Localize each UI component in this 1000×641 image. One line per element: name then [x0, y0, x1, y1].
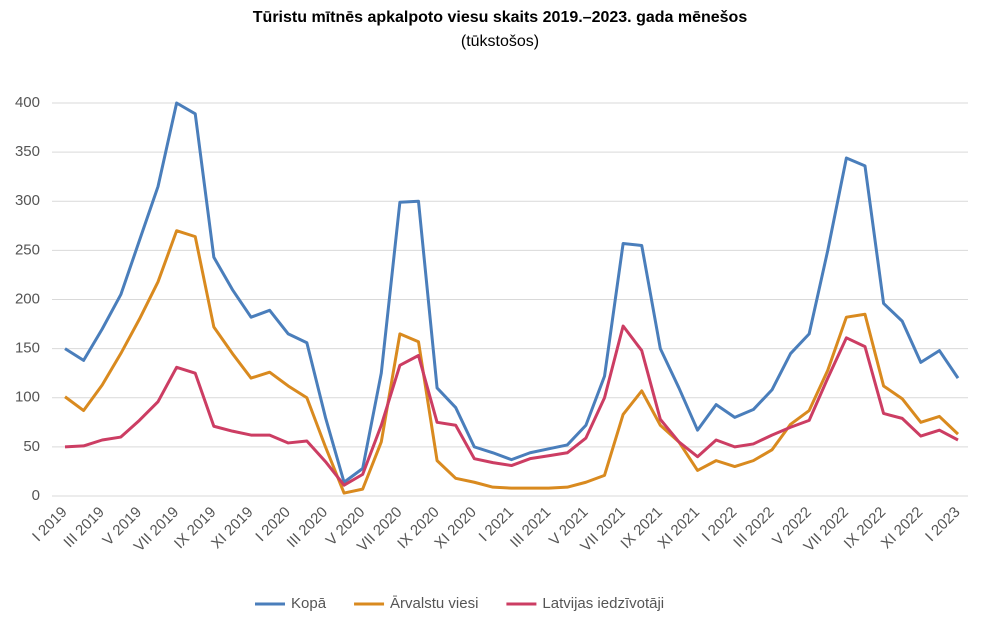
legend-label: Ārvalstu viesi [390, 595, 478, 612]
x-tick-label: XI 2019 [208, 504, 257, 553]
x-tick-label: III 2020 [284, 504, 331, 551]
x-tick-label: III 2019 [60, 504, 107, 551]
y-tick-label: 150 [15, 340, 40, 357]
y-tick-label: 350 [15, 143, 40, 160]
x-tick-label: I 2023 [922, 504, 964, 546]
legend: Kopā Ārvalstu viesi Latvijas iedzīvotāji [255, 595, 664, 612]
y-tick-label: 400 [15, 94, 40, 111]
y-tick-label: 50 [23, 438, 40, 455]
series-line [64, 324, 959, 487]
chart-title: Tūristu mītnēs apkalpoto viesu skaits 20… [253, 9, 748, 26]
y-tick-label: 250 [15, 241, 40, 258]
y-tick-label: 100 [15, 389, 40, 406]
y-tick-label: 0 [32, 487, 40, 504]
y-tick-label: 200 [15, 290, 40, 307]
x-tick-label: XI 2022 [878, 504, 927, 553]
x-tick-label: III 2022 [730, 504, 777, 551]
series-line [64, 101, 960, 484]
y-tick-label: 300 [15, 192, 40, 209]
x-tick-label: III 2021 [507, 504, 554, 551]
legend-label: Latvijas iedzīvotāji [542, 595, 664, 612]
chart-subtitle: (tūkstošos) [461, 33, 539, 50]
legend-label: Kopā [291, 595, 327, 612]
x-tick-label: XI 2021 [655, 504, 704, 553]
x-tick-label: XI 2020 [431, 504, 480, 553]
series-line [64, 229, 960, 495]
